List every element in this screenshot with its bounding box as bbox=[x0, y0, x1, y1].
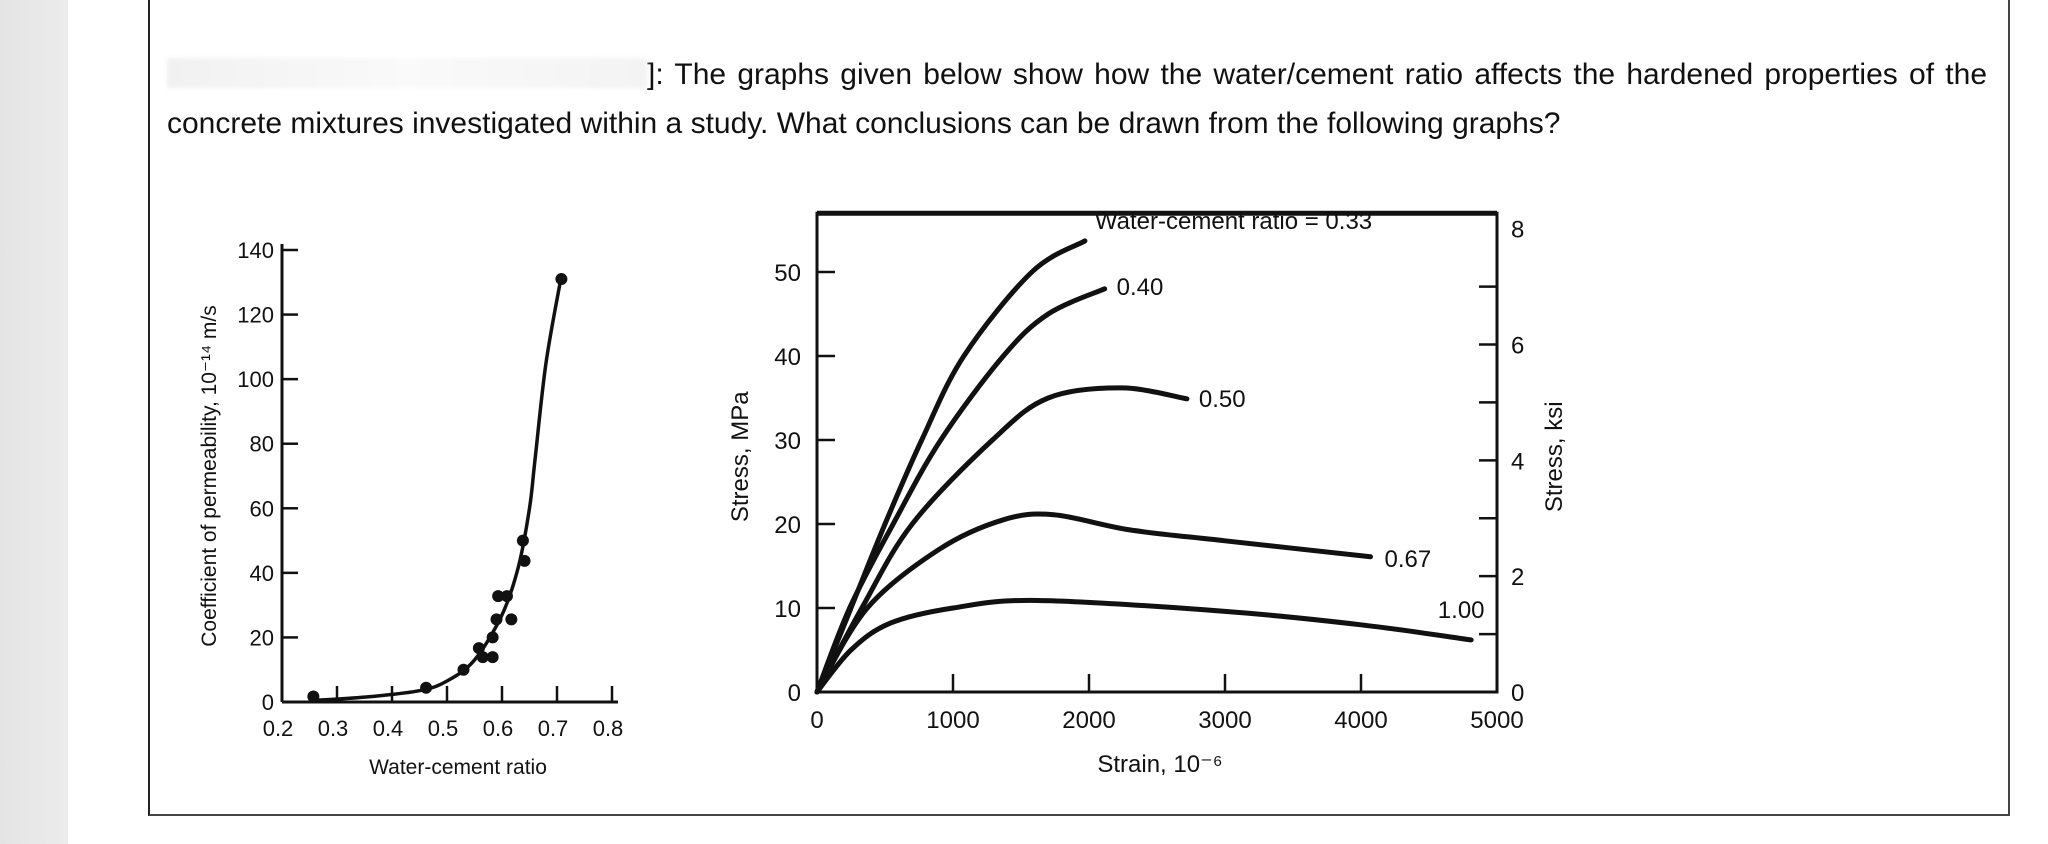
right-y-tick-label: 8 bbox=[1511, 217, 1524, 244]
data-point bbox=[420, 681, 433, 694]
x-tick-label: 0 bbox=[810, 707, 823, 734]
x-tick-label: 0.2 bbox=[263, 716, 294, 741]
y-tick-label: 100 bbox=[237, 367, 274, 392]
question-body: ]: The graphs given below show how the w… bbox=[167, 58, 1987, 140]
y-tick-label: 50 bbox=[774, 260, 801, 287]
data-point bbox=[472, 642, 485, 655]
series-label: 0.40 bbox=[1117, 274, 1164, 301]
data-point bbox=[486, 651, 499, 664]
y-tick-label: 40 bbox=[774, 344, 801, 371]
series-line bbox=[814, 597, 1474, 695]
y-tick-label: 20 bbox=[774, 512, 801, 539]
x-axis-label: Strain, 10⁻⁶ bbox=[1097, 751, 1222, 778]
y-tick-label: 20 bbox=[250, 625, 274, 650]
x-tick-label: 0.6 bbox=[483, 716, 514, 741]
data-point bbox=[486, 631, 499, 644]
right-y-axis-label: Stress, ksi bbox=[1541, 401, 1568, 512]
series-label: 0.50 bbox=[1199, 386, 1246, 413]
x-tick-label: 3000 bbox=[1198, 707, 1251, 734]
data-point bbox=[476, 651, 489, 664]
data-point bbox=[516, 534, 529, 547]
x-tick-label: 0.4 bbox=[373, 716, 404, 741]
y-tick-label: 140 bbox=[237, 238, 274, 263]
x-tick-label: 4000 bbox=[1334, 707, 1387, 734]
y-tick-label: 80 bbox=[250, 432, 274, 457]
fit-curve bbox=[313, 275, 564, 703]
series-label: 1.00 bbox=[1438, 597, 1485, 624]
x-tick-label: 5000 bbox=[1470, 707, 1523, 734]
y-tick-label: 60 bbox=[250, 496, 274, 521]
data-point bbox=[505, 613, 518, 626]
data-point bbox=[307, 690, 320, 703]
x-tick-label: 0.7 bbox=[538, 716, 569, 741]
right-y-tick-label: 6 bbox=[1511, 332, 1524, 359]
data-point bbox=[555, 273, 568, 286]
y-tick-label: 0 bbox=[788, 680, 801, 707]
redacted-question-label bbox=[167, 58, 647, 88]
data-point bbox=[500, 590, 513, 603]
y-tick-label: 10 bbox=[774, 596, 801, 623]
series-line bbox=[814, 385, 1190, 695]
question-text: ]: The graphs given below show how the w… bbox=[167, 50, 1987, 148]
x-tick-label: 1000 bbox=[926, 707, 979, 734]
data-point bbox=[490, 613, 503, 626]
series-label: Water-cement ratio = 0.33 bbox=[1095, 208, 1372, 235]
question-frame bbox=[148, 0, 2010, 816]
right-y-tick-label: 2 bbox=[1511, 564, 1524, 591]
y-tick-label: 30 bbox=[774, 428, 801, 455]
series-line bbox=[814, 511, 1374, 695]
series-line bbox=[814, 286, 1108, 695]
y-tick-label: 40 bbox=[250, 561, 274, 586]
y-tick-label: 0 bbox=[262, 690, 274, 715]
y-tick-label: 120 bbox=[237, 303, 274, 328]
y-axis-label: Coefficient of permeability, 10⁻¹⁴ m/s bbox=[198, 305, 221, 646]
x-tick-label: 0.8 bbox=[593, 716, 624, 741]
x-tick-label: 0.5 bbox=[428, 716, 459, 741]
x-tick-label: 0.3 bbox=[318, 716, 349, 741]
y-axis-label: Stress, MPa bbox=[727, 391, 754, 522]
right-y-tick-label: 0 bbox=[1511, 680, 1524, 707]
data-point bbox=[518, 554, 531, 567]
data-point bbox=[457, 663, 470, 676]
data-point bbox=[492, 590, 505, 603]
left-gray-margin bbox=[0, 0, 68, 844]
x-axis-label: Water-cement ratio bbox=[369, 756, 547, 779]
right-y-tick-label: 4 bbox=[1511, 448, 1524, 475]
series-label: 0.67 bbox=[1385, 546, 1432, 573]
x-tick-label: 2000 bbox=[1062, 707, 1115, 734]
